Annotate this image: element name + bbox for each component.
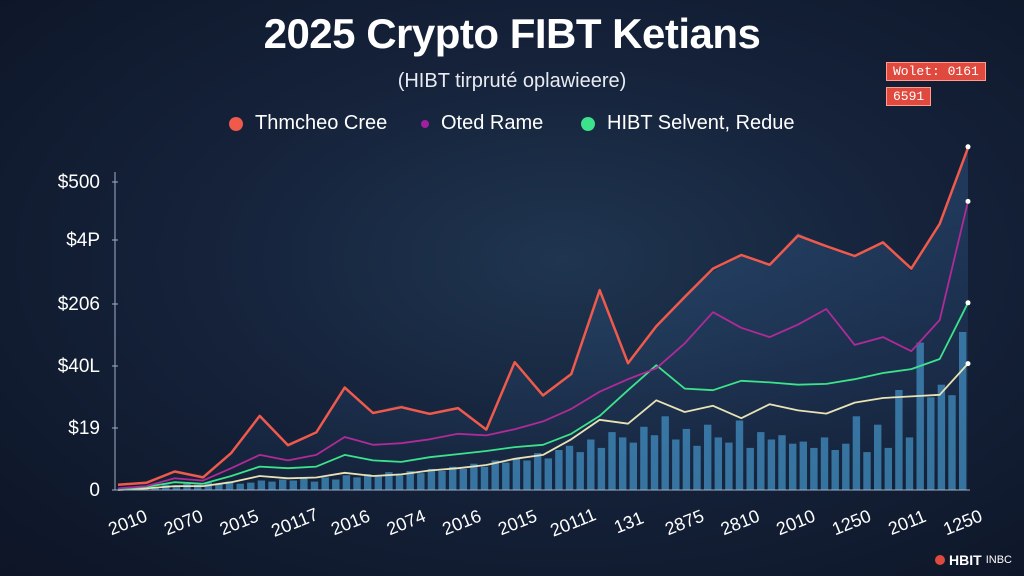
series-end-point bbox=[965, 361, 971, 367]
legend-dot-green-icon bbox=[581, 116, 595, 131]
x-tick-label: 2010 bbox=[773, 506, 818, 540]
watermark: HBIT INBC bbox=[935, 552, 1012, 568]
x-tick-label: 20117 bbox=[268, 504, 321, 541]
series-end-point bbox=[965, 198, 971, 204]
series-end-point bbox=[965, 144, 971, 150]
series-line bbox=[117, 201, 969, 490]
legend-label: HIBT Selvent, Redue bbox=[607, 112, 795, 134]
y-tick-label: 0 bbox=[89, 480, 100, 501]
series-end-point bbox=[965, 300, 971, 306]
x-tick-label: 2011 bbox=[885, 506, 928, 539]
legend-item-series-3: HIBT Selvent, Redue bbox=[581, 112, 795, 135]
y-tick-label: $206 bbox=[58, 294, 100, 315]
x-tick-label: 2810 bbox=[718, 506, 763, 540]
x-tick-label: 2015 bbox=[495, 506, 540, 540]
x-tick-label: 131 bbox=[611, 508, 646, 538]
legend-dot-purple-icon bbox=[421, 119, 429, 128]
x-tick-label: 20111 bbox=[547, 504, 598, 540]
watermark-text: HBIT bbox=[949, 552, 982, 568]
x-tick-label: 2015 bbox=[217, 506, 262, 540]
y-tick-label: $19 bbox=[68, 418, 100, 439]
legend-dot-red-icon bbox=[229, 116, 243, 131]
area-fill bbox=[118, 146, 968, 491]
legend-item-series-1: Thmcheo Cree bbox=[229, 112, 387, 135]
x-tick-label: 1250 bbox=[829, 506, 874, 540]
x-tick-label: 2016 bbox=[439, 506, 484, 540]
x-tick-label: 2070 bbox=[161, 506, 206, 540]
watermark-dot-icon bbox=[935, 555, 946, 565]
chart-title: 2025 Crypto FIBT Ketians bbox=[263, 10, 761, 57]
legend: Thmcheo Cree Oted Rame HIBT Selvent, Red… bbox=[0, 112, 1024, 138]
legend-item-series-2: Oted Rame bbox=[421, 112, 543, 135]
series-line bbox=[117, 147, 970, 486]
y-tick-label: $500 bbox=[58, 172, 100, 193]
legend-label: Thmcheo Cree bbox=[255, 112, 388, 134]
value-tag-bottom: 6591 bbox=[886, 87, 932, 106]
series-line bbox=[117, 362, 969, 491]
y-tick-label: $40L bbox=[58, 356, 100, 377]
x-tick-label: 2074 bbox=[384, 506, 429, 540]
x-tick-label: 1250 bbox=[940, 506, 985, 540]
x-tick-label: 2010 bbox=[105, 506, 150, 540]
x-tick-label: 2875 bbox=[662, 506, 707, 540]
watermark-sub: INBC bbox=[985, 554, 1012, 566]
value-tag-top: Wolet: 0161 bbox=[886, 62, 986, 81]
chart-subtitle: (HIBT tirpruté oplawieere) bbox=[397, 70, 627, 92]
x-tick-label: 2016 bbox=[328, 506, 373, 540]
legend-label: Oted Rame bbox=[441, 112, 544, 134]
y-tick-label: $4P bbox=[66, 230, 100, 251]
series-line bbox=[117, 302, 969, 491]
